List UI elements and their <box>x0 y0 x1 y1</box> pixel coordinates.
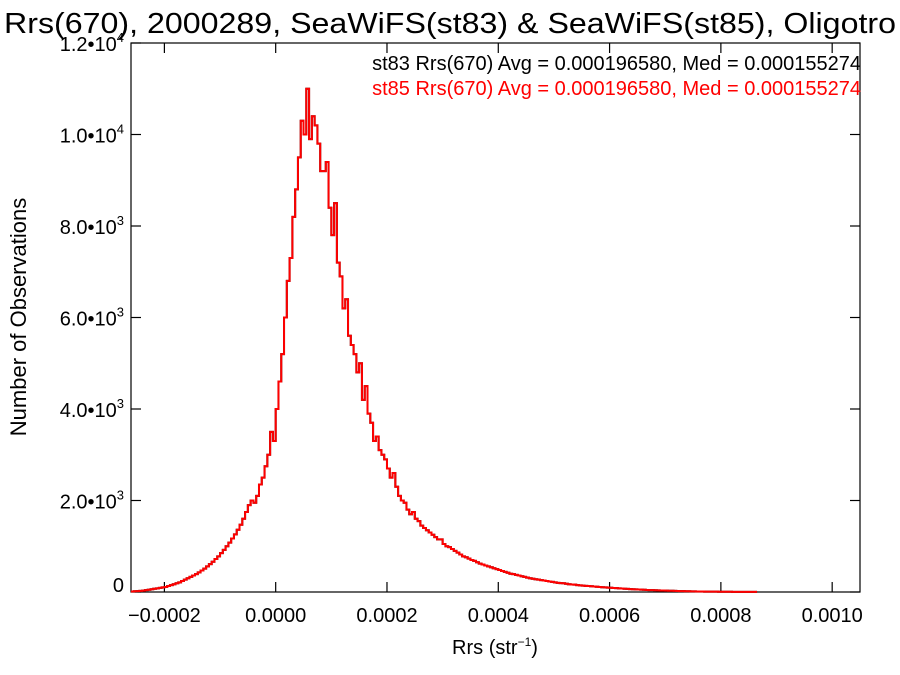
x-tick-label: 0.0010 <box>802 605 863 627</box>
x-axis-label: Rrs (str−1) <box>452 635 538 659</box>
y-tick-label: 1.0•104 <box>60 122 124 148</box>
y-tick-label: 0 <box>113 575 124 597</box>
y-tick-label: 4.0•103 <box>60 396 124 422</box>
y-tick-label: 8.0•103 <box>60 213 124 239</box>
x-tick-label: 0.0008 <box>690 605 751 627</box>
y-tick-label: 1.2•104 <box>60 30 124 56</box>
chart-title: Rrs(670), 2000289, SeaWiFS(st83) & SeaWi… <box>4 8 896 40</box>
y-axis-label: Number of Observations <box>6 198 31 436</box>
plot-frame <box>130 42 861 593</box>
x-tick-label: 0.0004 <box>468 605 529 627</box>
x-tick-label: 0.0002 <box>356 605 417 627</box>
histogram-series-st85 <box>131 87 758 593</box>
annotation-st85-stats: st85 Rrs(670) Avg = 0.000196580, Med = 0… <box>372 78 861 100</box>
y-tick-label: 6.0•103 <box>60 305 124 331</box>
y-axis: 0 2.0•103 4.0•103 6.0•103 8.0•103 1.0•104 1.2•… <box>60 30 860 597</box>
x-tick-label: 0.0006 <box>579 605 640 627</box>
x-tick-label: 0.0000 <box>245 605 306 627</box>
y-tick-label: 2.0•103 <box>60 488 124 514</box>
x-axis: −0.0002 0.0000 0.0002 0.0004 0.0006 0.0008 0.0… <box>128 43 863 627</box>
x-tick-label: −0.0002 <box>128 605 201 627</box>
histogram-series-st83 <box>131 87 758 593</box>
annotation-st83-stats: st83 Rrs(670) Avg = 0.000196580, Med = 0… <box>372 53 861 75</box>
